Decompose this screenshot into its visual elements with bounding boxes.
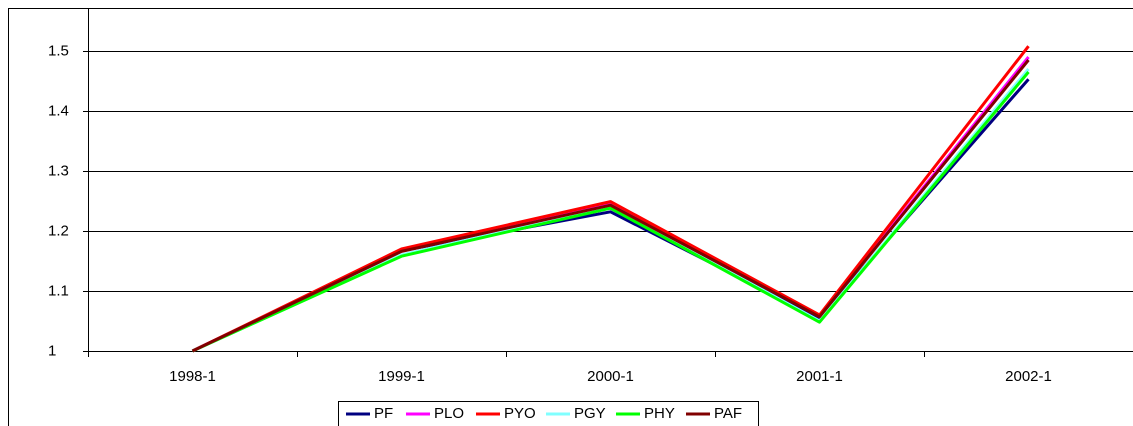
x-tick-label: 2001-1 [796, 368, 843, 385]
y-tick-label: 1.5 [48, 42, 69, 59]
y-tick-label: 1.3 [48, 162, 69, 179]
y-tick-label: 1 [48, 342, 56, 359]
series-line [191, 45, 1030, 353]
legend-label: PAF [714, 405, 742, 422]
y-tick-label: 1.4 [48, 102, 69, 119]
legend-label: PYO [504, 405, 536, 422]
legend-label: PLO [434, 405, 464, 422]
y-tick-label: 1.1 [48, 282, 69, 299]
x-tick-label: 1999-1 [378, 368, 425, 385]
y-tick-label: 1.2 [48, 222, 69, 239]
series-line [191, 71, 1030, 353]
legend-label: PF [374, 405, 393, 422]
x-tick-label: 2002-1 [1005, 368, 1052, 385]
series-line [191, 59, 1030, 353]
x-tick-label: 2000-1 [587, 368, 634, 385]
legend-label: PGY [574, 405, 606, 422]
x-tick-label: 1998-1 [169, 368, 216, 385]
legend-label: PHY [644, 405, 675, 422]
